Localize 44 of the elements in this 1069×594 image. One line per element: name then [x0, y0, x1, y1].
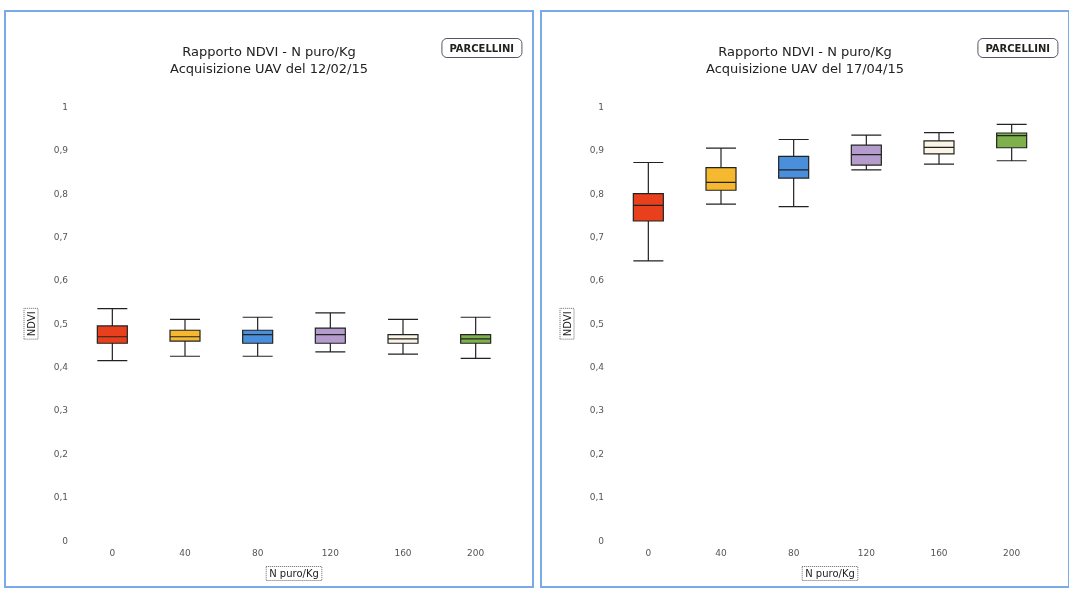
- x-tick-label: 40: [715, 548, 727, 558]
- y-tick-label: 1: [62, 102, 68, 112]
- y-tick-label: 0,7: [589, 232, 604, 243]
- y-tick-label: 0,4: [53, 362, 69, 373]
- x-tick-label: 0: [109, 548, 116, 558]
- x-tick-label: 160: [930, 548, 948, 558]
- y-tick-label: 0: [598, 535, 605, 546]
- y-tick-label: 0: [62, 535, 69, 546]
- y-tick-label: 0,5: [589, 318, 604, 329]
- y-tick-label: 0,9: [589, 145, 605, 156]
- y-tick-label: 0,8: [53, 188, 69, 199]
- y-tick-label: 0,1: [53, 492, 68, 503]
- y-tick-label: 0,6: [589, 275, 605, 286]
- x-axis-title: N puro/Kg: [805, 568, 855, 579]
- y-tick-label: 0,2: [589, 448, 604, 459]
- chart-subtitle: Acquisizione UAV del 12/02/15: [169, 61, 369, 76]
- x-tick-label: 80: [251, 548, 264, 558]
- x-tick-label: 200: [1003, 548, 1021, 558]
- y-tick-label: 0,5: [53, 318, 68, 329]
- x-tick-label: 200: [467, 548, 485, 558]
- chart-title: Rapporto NDVI - N puro/Kg: [182, 44, 356, 59]
- x-tick-label: 40: [179, 548, 191, 558]
- y-tick-label: 0,2: [53, 448, 68, 459]
- text: PARCELLINI: [449, 42, 514, 54]
- y-tick-label: 0,3: [53, 405, 68, 416]
- y-axis-title: NDVI: [561, 311, 573, 337]
- y-tick-label: 0,3: [589, 405, 604, 416]
- y-axis-title: NDVI: [25, 311, 37, 337]
- x-axis-title: N puro/Kg: [269, 568, 319, 579]
- y-tick-label: 0,4: [589, 362, 605, 373]
- text: PARCELLINI: [985, 42, 1050, 54]
- x-tick-label: 0: [645, 548, 652, 558]
- chart-title: Rapporto NDVI - N puro/Kg: [718, 44, 892, 59]
- y-tick-label: 0,8: [589, 188, 605, 199]
- chart-subtitle: Acquisizione UAV del 17/04/15: [705, 61, 905, 76]
- y-tick-label: 0,6: [53, 275, 69, 286]
- x-tick-label: 120: [857, 548, 876, 558]
- x-tick-label: 160: [394, 548, 412, 558]
- x-tick-label: 120: [321, 548, 340, 558]
- y-tick-label: 0,1: [589, 492, 604, 503]
- y-tick-label: 0,7: [53, 232, 68, 243]
- y-tick-label: 1: [598, 102, 604, 112]
- y-tick-label: 0,9: [53, 145, 69, 156]
- x-tick-label: 80: [787, 548, 800, 558]
